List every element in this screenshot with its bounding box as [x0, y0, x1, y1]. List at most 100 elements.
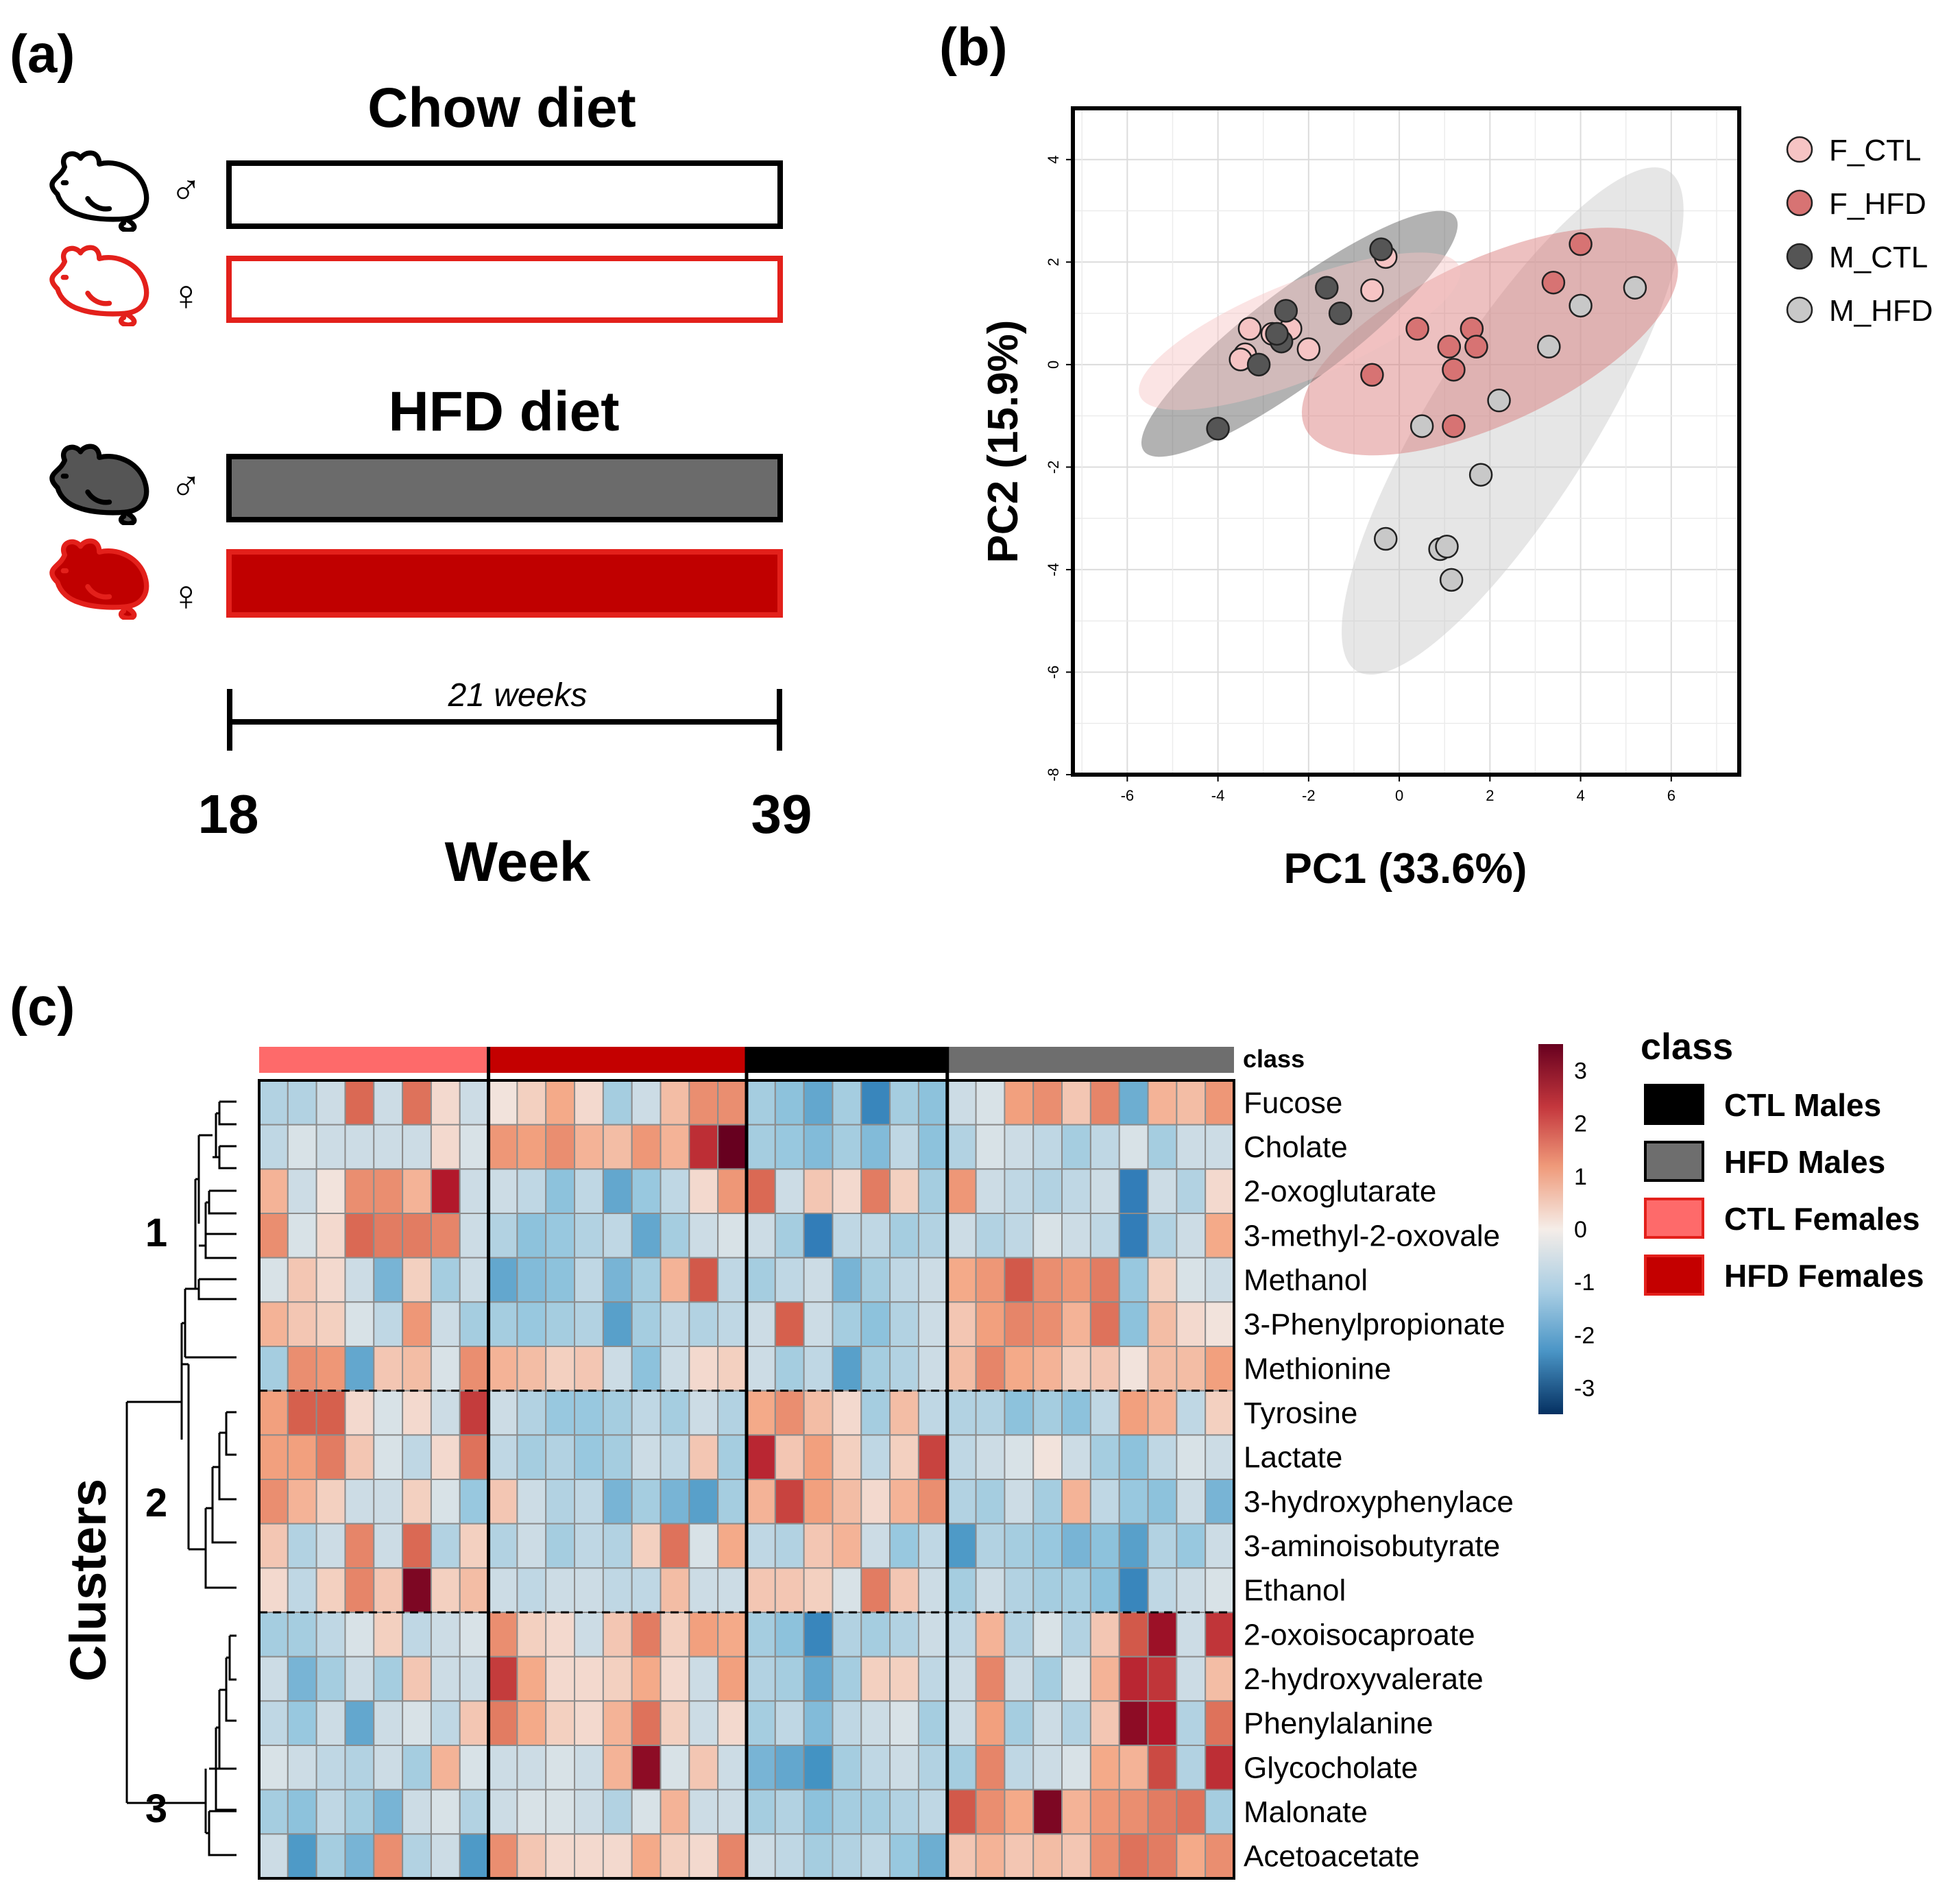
heatmap-cell [402, 1434, 432, 1480]
row-label: Malonate [1244, 1795, 1368, 1829]
heatmap-cell [1032, 1612, 1063, 1658]
heatmap-cell [602, 1700, 633, 1746]
heatmap-cell [1147, 1567, 1178, 1613]
pca-x-tick-label: 4 [1576, 787, 1584, 804]
heatmap-cell [1147, 1213, 1178, 1259]
heatmap-cell [860, 1612, 891, 1658]
heatmap-cell [258, 1213, 289, 1259]
heatmap-cell [1004, 1124, 1035, 1170]
heatmap-cell [889, 1745, 919, 1791]
heatmap-cell [258, 1612, 289, 1658]
heatmap-cell [1089, 1612, 1120, 1658]
heatmap-cell [746, 1434, 776, 1480]
heatmap-cell [1118, 1612, 1149, 1658]
point-f-hfd [1541, 270, 1566, 295]
point-m-hfd [1537, 335, 1561, 359]
heatmap-cell [688, 1789, 719, 1835]
heatmap-cell [459, 1213, 489, 1259]
pca-y-tick-label: -4 [1045, 563, 1062, 577]
heatmap-cell [1147, 1434, 1178, 1480]
heatmap-cell [1004, 1612, 1035, 1658]
heatmap-cell [717, 1833, 748, 1879]
heatmap-cell [459, 1656, 489, 1702]
point-f-hfd [1437, 335, 1462, 359]
heatmap-cell [373, 1656, 404, 1702]
heatmap-cell [1032, 1567, 1063, 1613]
heatmap-cell [1118, 1789, 1149, 1835]
heatmap-cell [1089, 1745, 1120, 1791]
heatmap-cell [287, 1346, 317, 1392]
heatmap-cell [889, 1213, 919, 1259]
heatmap-cell [746, 1346, 776, 1392]
heatmap-cell [917, 1434, 948, 1480]
heatmap-cell [1089, 1213, 1120, 1259]
heatmap-cell [688, 1080, 719, 1126]
heatmap-cell [1089, 1656, 1120, 1702]
heatmap-cell [631, 1833, 662, 1879]
heatmap-cell [1061, 1434, 1091, 1480]
heatmap-cell [1147, 1257, 1178, 1303]
heatmap-cell [1176, 1567, 1207, 1613]
heatmap-cell [746, 1390, 776, 1436]
heatmap-cell [1061, 1833, 1091, 1879]
heatmap-cell [602, 1213, 633, 1259]
heatmap-cell [631, 1301, 662, 1348]
heatmap-cell [1176, 1656, 1207, 1702]
heatmap-cell [1147, 1479, 1178, 1525]
heatmap-cell [1118, 1700, 1149, 1746]
heatmap-cell [459, 1789, 489, 1835]
heatmap-cell [1004, 1257, 1035, 1303]
heatmap-cell [1205, 1612, 1235, 1658]
heatmap-cell [315, 1700, 346, 1746]
heatmap-cell [832, 1656, 862, 1702]
heatmap-cell [946, 1213, 977, 1259]
heatmap-cell [717, 1612, 748, 1658]
legend-marker-f-hfd [1786, 189, 1813, 217]
heatmap-cell [258, 1745, 289, 1791]
heatmap-cell [946, 1257, 977, 1303]
panel-c: (c) class Fucose Cholate 2-oxoglutarate 3-m… [10, 976, 1924, 1880]
heatmap-cell [717, 1080, 748, 1126]
heatmap-class-track [259, 1047, 1234, 1073]
heatmap-cell [602, 1656, 633, 1702]
row-dendrogram [125, 1100, 237, 1856]
heatmap-cell [774, 1523, 805, 1569]
heatmap-cell [459, 1301, 489, 1348]
heatmap-cell [574, 1301, 604, 1348]
heatmap-cell [487, 1168, 518, 1215]
heatmap-cell [1032, 1168, 1063, 1215]
class-legend: CTL Males HFD Males CTL Females HFD Females [1644, 1084, 1924, 1296]
heatmap-cell [402, 1124, 432, 1170]
heatmap-cell [402, 1523, 432, 1569]
heatmap-cell [258, 1434, 289, 1480]
row-label: Phenylalanine [1244, 1707, 1433, 1741]
heatmap-cell [889, 1390, 919, 1436]
heatmap-cell [889, 1301, 919, 1348]
heatmap-cell [1004, 1745, 1035, 1791]
heatmap-cell [774, 1346, 805, 1392]
heatmap-cell [574, 1656, 604, 1702]
heatmap-cell [459, 1833, 489, 1879]
heatmap-cell [545, 1833, 576, 1879]
heatmap-cell [574, 1612, 604, 1658]
heatmap-cell [1147, 1745, 1178, 1791]
ellipse-f-hfd [1301, 228, 1678, 456]
pca-y-axis-label: PC2 (15.9%) [980, 320, 1027, 564]
heatmap-cell [487, 1656, 518, 1702]
heatmap-cell [1176, 1612, 1207, 1658]
heatmap-cell [574, 1346, 604, 1392]
heatmap-cell [315, 1390, 346, 1436]
heatmap-cell [889, 1257, 919, 1303]
heatmap-cell [315, 1789, 346, 1835]
heatmap-cell [832, 1833, 862, 1879]
heatmap-cell [315, 1479, 346, 1525]
heatmap-cell [402, 1789, 432, 1835]
heatmap-cell [660, 1833, 690, 1879]
heatmap-cell [1205, 1257, 1235, 1303]
heatmap-cell [373, 1567, 404, 1613]
heatmap-cell [1147, 1080, 1178, 1126]
row-label: 3-aminoisobutyrate [1244, 1529, 1500, 1563]
heatmap-cell [717, 1656, 748, 1702]
panel-b-label: (b) [939, 16, 1008, 77]
